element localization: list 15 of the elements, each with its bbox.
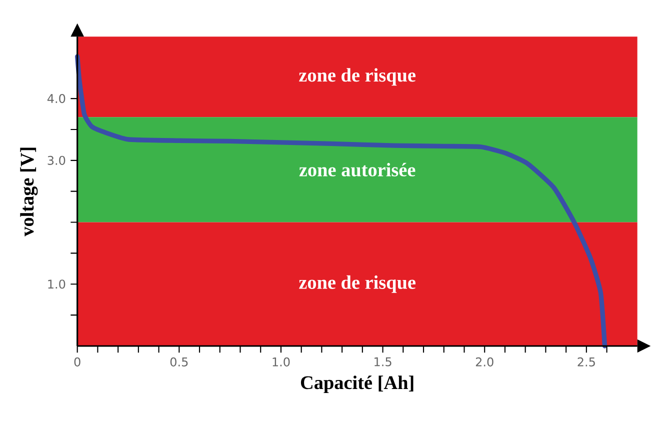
band-label: zone de risque — [299, 68, 416, 86]
x-tick-label: 2.0 — [476, 357, 494, 366]
x-tick-label: 2.5 — [578, 357, 595, 366]
line-series — [74, 54, 608, 348]
x-tick-label: 1.0 — [272, 357, 290, 366]
y-tick-label: 3.0 — [48, 156, 66, 165]
y-tick-label: 1.0 — [48, 280, 66, 289]
x-tick-label: 0 — [74, 357, 80, 366]
y-tick-label: 4.0 — [47, 94, 66, 104]
x-tick-label: 0.5 — [170, 357, 188, 366]
band-label: zone de risque — [299, 275, 416, 293]
x-tick-label: 1.5 — [374, 357, 392, 366]
x-axis-title: Capacité [Ah] — [300, 376, 414, 394]
band-label: zone autorisée — [299, 162, 416, 176]
y-axis-title: voltage [V] — [20, 148, 38, 236]
